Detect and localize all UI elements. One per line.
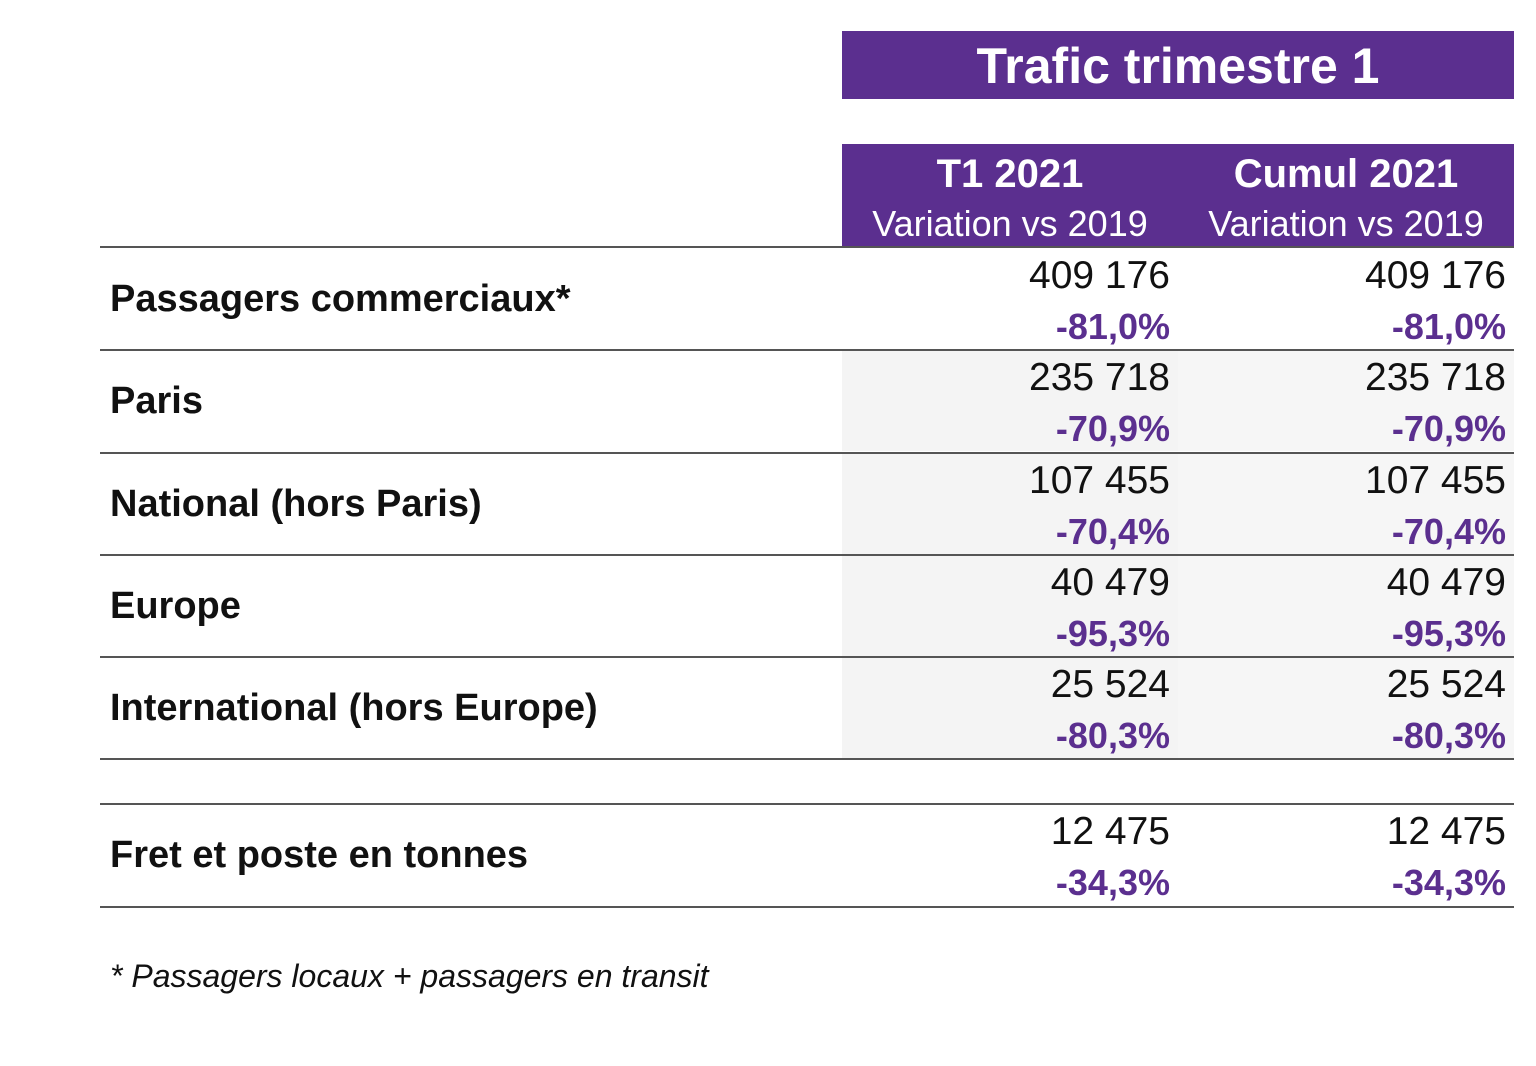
cumul-variation: -80,3% — [1391, 715, 1506, 756]
cumul-value: 25 524 — [1386, 663, 1506, 706]
row-label: International (hors Europe) — [110, 687, 598, 729]
column-header-cumul-2021: Cumul 2021 Variation vs 2019 — [1178, 144, 1514, 246]
t1-value: 25 524 — [1050, 663, 1170, 706]
cumul-cell: 12 475 -34,3% — [1178, 805, 1514, 905]
column-header-t1-2021: T1 2021 Variation vs 2019 — [842, 144, 1178, 246]
freight-row: Fret et poste en tonnes 12 475 -34,3% 12… — [100, 805, 1514, 905]
row-label: Fret et poste en tonnes — [110, 834, 529, 876]
table-rule — [100, 246, 1514, 248]
cumul-value: 107 455 — [1365, 459, 1506, 502]
cumul-cell: 235 718 -70,9% — [1178, 351, 1514, 451]
t1-value: 40 479 — [1050, 561, 1170, 604]
cumul-variation: -81,0% — [1391, 306, 1506, 347]
row-label: Passagers commerciaux* — [110, 278, 571, 320]
row-label: Paris — [110, 380, 203, 422]
cumul-variation: -34,3% — [1391, 862, 1506, 903]
t1-value: 107 455 — [1029, 459, 1170, 502]
t1-variation: -80,3% — [1055, 715, 1170, 756]
t1-value: 235 718 — [1029, 356, 1170, 399]
table-row: Paris 235 718 -70,9% 235 718 -70,9% — [100, 351, 1514, 451]
column-subtitle: Variation vs 2019 — [1208, 203, 1484, 244]
table-rule — [100, 906, 1514, 908]
cumul-cell: 409 176 -81,0% — [1178, 249, 1514, 349]
column-period: T1 2021 — [936, 152, 1084, 196]
t1-variation: -70,4% — [1055, 511, 1170, 552]
cumul-cell: 40 479 -95,3% — [1178, 556, 1514, 656]
table-rule — [100, 656, 1514, 658]
footnote: * Passagers locaux + passagers en transi… — [110, 958, 709, 994]
cumul-value: 12 475 — [1386, 810, 1506, 853]
t1-cell: 107 455 -70,4% — [842, 454, 1178, 554]
table-title: Trafic trimestre 1 — [842, 31, 1514, 99]
table-rule — [100, 554, 1514, 556]
column-period: Cumul 2021 — [1233, 152, 1459, 196]
t1-value: 409 176 — [1029, 254, 1170, 297]
table-row: Passagers commerciaux* 409 176 -81,0% 40… — [100, 249, 1514, 349]
table-row: International (hors Europe) 25 524 -80,3… — [100, 658, 1514, 758]
cumul-value: 235 718 — [1365, 356, 1506, 399]
column-subtitle: Variation vs 2019 — [872, 203, 1148, 244]
t1-variation: -95,3% — [1055, 613, 1170, 654]
t1-cell: 409 176 -81,0% — [842, 249, 1178, 349]
table-rule — [100, 349, 1514, 351]
t1-value: 12 475 — [1050, 810, 1170, 853]
table-rule — [100, 803, 1514, 805]
t1-variation: -81,0% — [1055, 306, 1170, 347]
cumul-variation: -95,3% — [1391, 613, 1506, 654]
row-label: Europe — [110, 585, 241, 627]
row-label: National (hors Paris) — [110, 483, 482, 525]
t1-variation: -34,3% — [1055, 862, 1170, 903]
cumul-cell: 107 455 -70,4% — [1178, 454, 1514, 554]
cumul-value: 409 176 — [1365, 254, 1506, 297]
t1-cell: 25 524 -80,3% — [842, 658, 1178, 758]
table-row: National (hors Paris) 107 455 -70,4% 107… — [100, 454, 1514, 554]
table-row: Europe 40 479 -95,3% 40 479 -95,3% — [100, 556, 1514, 656]
t1-cell: 235 718 -70,9% — [842, 351, 1178, 451]
cumul-variation: -70,4% — [1391, 511, 1506, 552]
cumul-variation: -70,9% — [1391, 408, 1506, 449]
t1-cell: 12 475 -34,3% — [842, 805, 1178, 905]
cumul-cell: 25 524 -80,3% — [1178, 658, 1514, 758]
cumul-value: 40 479 — [1386, 561, 1506, 604]
table-rule — [100, 758, 1514, 760]
table-rule — [100, 452, 1514, 454]
t1-variation: -70,9% — [1055, 408, 1170, 449]
t1-cell: 40 479 -95,3% — [842, 556, 1178, 656]
